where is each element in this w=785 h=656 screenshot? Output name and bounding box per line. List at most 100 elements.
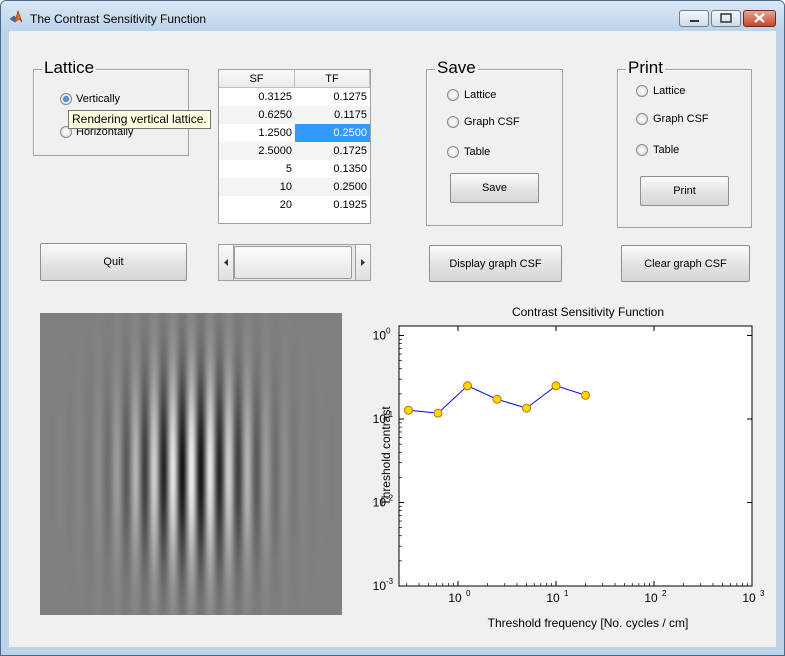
table-cell-tf[interactable]: 0.1350 (333, 163, 367, 175)
x-tick-label: 10 (448, 591, 462, 605)
table-cell-tf[interactable]: 0.1175 (334, 109, 367, 121)
table-body: 0.3125 0.1275 0.6250 0.1175 1.2500 0.2500 2.50… (219, 88, 370, 223)
save-graph-csf-label: Graph CSF (464, 116, 520, 128)
print-panel: Print Lattice Graph CSF Table Print (617, 58, 752, 228)
title-bar: The Contrast Sensitivity Function (1, 1, 784, 31)
x-tick-label: 10 (742, 591, 756, 605)
y-tick-label: 10 (373, 579, 387, 593)
print-lattice-label: Lattice (653, 85, 686, 97)
close-button[interactable] (743, 10, 776, 27)
slider-right-arrow-button[interactable] (355, 245, 370, 280)
minimize-icon (690, 20, 699, 22)
slider-thumb[interactable] (234, 246, 352, 279)
table-cell-sf[interactable]: 2.5000 (258, 145, 292, 157)
table-cell-sf[interactable]: 0.3125 (258, 91, 292, 103)
lattice-horizontally-label: Horizontally (76, 126, 134, 138)
maximize-icon (720, 13, 732, 23)
table-cell-tf[interactable]: 0.1275 (333, 91, 367, 103)
x-tick-label: 10 (644, 591, 658, 605)
display-graph-csf-button[interactable]: Display graph CSF (429, 245, 562, 282)
print-panel-title: Print (626, 58, 665, 78)
data-point (492, 394, 502, 404)
x-tick-label-exponent: 1 (564, 589, 569, 598)
table-cell-tf[interactable]: 0.2500 (295, 124, 370, 142)
lattice-vertically-label: Vertically (76, 93, 121, 105)
column-header-sf[interactable]: SF (219, 70, 295, 88)
table-row[interactable]: 5 0.1350 (219, 160, 370, 178)
table-row[interactable]: 10 0.2500 (219, 178, 370, 196)
figure-client-area: Lattice Vertically Horizontally SF TF 0.… (9, 31, 776, 647)
lattice-panel: Lattice Vertically Horizontally (33, 58, 189, 156)
x-tick-label-exponent: 0 (466, 589, 471, 598)
data-point (462, 381, 472, 391)
clear-graph-csf-button[interactable]: Clear graph CSF (621, 245, 750, 282)
csf-chart: Contrast Sensitivity Function 10 0 10 1 10 2 1… (373, 305, 765, 630)
table-cell-tf[interactable]: 0.2500 (333, 181, 367, 193)
table-row[interactable]: 0.6250 0.1175 (219, 106, 370, 124)
y-axis-label: Threshold contrast (379, 406, 393, 506)
print-button[interactable]: Print (640, 176, 729, 206)
table-cell-sf[interactable]: 10 (279, 181, 292, 193)
table-row[interactable]: 20 0.1925 (219, 196, 370, 214)
close-icon (754, 13, 765, 23)
save-graph-csf-radio[interactable] (447, 116, 459, 128)
slider-left-arrow-button[interactable] (219, 245, 234, 280)
table-cell-sf[interactable]: 5 (285, 163, 292, 175)
lattice-image (40, 313, 342, 615)
data-series (403, 381, 591, 418)
print-table-label: Table (653, 144, 680, 156)
save-lattice-label: Lattice (464, 89, 497, 101)
y-tick-label-exponent: 0 (386, 327, 391, 336)
chart-title: Contrast Sensitivity Function (512, 305, 664, 319)
data-point (433, 408, 443, 418)
save-panel-title: Save (435, 58, 478, 78)
table-row[interactable]: 1.2500 0.2500 (219, 124, 370, 142)
x-axis-label: Threshold frequency [No. cycles / cm] (488, 616, 689, 630)
arrow-right-icon (361, 259, 365, 266)
data-point (581, 390, 591, 400)
y-tick-label: 10 (373, 412, 387, 426)
print-table-radio[interactable] (636, 144, 648, 156)
print-graph-csf-label: Graph CSF (653, 113, 709, 125)
y-tick-label-exponent: -3 (386, 577, 394, 586)
sf-tf-table[interactable]: SF TF 0.3125 0.1275 0.6250 0.1175 1.2500 0.25… (218, 69, 371, 224)
x-tick-label-exponent: 2 (662, 589, 667, 598)
table-cell-sf[interactable]: 20 (279, 199, 292, 211)
axis-ticks: 10 0 10 1 10 2 10 310 -310 -210 -110 0 (373, 326, 765, 605)
save-panel: Save Lattice Graph CSF Table Save (426, 58, 563, 226)
column-header-tf[interactable]: TF (295, 70, 370, 88)
y-tick-label: 10 (373, 329, 387, 343)
table-cell-sf[interactable]: 0.6250 (258, 109, 292, 121)
table-row[interactable]: 2.5000 0.1725 (219, 142, 370, 160)
save-table-radio[interactable] (447, 146, 459, 158)
print-lattice-radio[interactable] (636, 85, 648, 97)
y-tick-label-exponent: -2 (386, 494, 394, 503)
save-button[interactable]: Save (450, 173, 539, 203)
data-point (551, 381, 561, 391)
save-table-label: Table (464, 146, 491, 158)
x-tick-label: 10 (546, 591, 560, 605)
save-lattice-radio[interactable] (447, 89, 459, 101)
lattice-vertically-radio[interactable] (60, 93, 72, 105)
y-tick-label-exponent: -1 (386, 410, 394, 419)
table-cell-tf[interactable]: 0.1925 (333, 199, 367, 211)
table-cell-tf[interactable]: 0.1725 (333, 145, 367, 157)
data-point (522, 403, 532, 413)
table-row[interactable]: 0.3125 0.1275 (219, 88, 370, 106)
lattice-panel-title: Lattice (42, 58, 97, 78)
minimize-button[interactable] (679, 10, 709, 27)
x-tick-label-exponent: 3 (760, 589, 765, 598)
arrow-left-icon (224, 259, 228, 266)
quit-button[interactable]: Quit (40, 243, 187, 281)
table-cell-sf[interactable]: 1.2500 (258, 127, 292, 139)
maximize-button[interactable] (711, 10, 741, 27)
data-point (403, 405, 413, 415)
horizontal-slider[interactable] (218, 244, 371, 281)
lattice-horizontally-radio[interactable] (60, 126, 72, 138)
matlab-logo-icon (9, 10, 23, 23)
print-graph-csf-radio[interactable] (636, 113, 648, 125)
plot-area (398, 325, 753, 587)
window-title: The Contrast Sensitivity Function (30, 12, 207, 26)
y-tick-label: 10 (373, 496, 387, 510)
